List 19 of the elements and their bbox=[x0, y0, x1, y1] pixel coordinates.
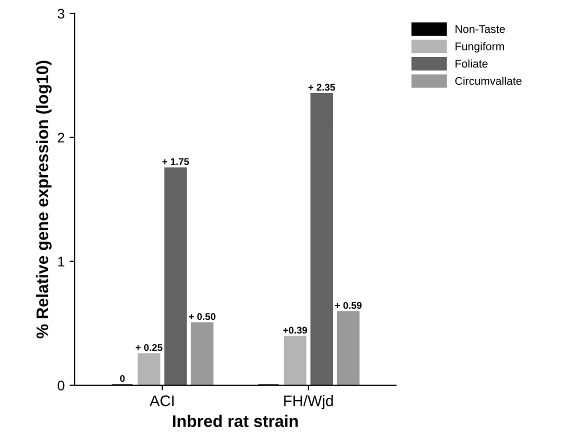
data-label: +0.39 bbox=[283, 326, 308, 334]
x-tick-label: FH/Wjd bbox=[284, 395, 333, 410]
y-tick-label: 2 bbox=[58, 132, 64, 142]
y-tick-label: 1 bbox=[58, 256, 64, 266]
x-axis-title: Inbred rat strain bbox=[173, 414, 298, 428]
legend-label: Fungiform bbox=[456, 42, 504, 52]
data-label: + 1.75 bbox=[162, 158, 189, 166]
legend-label: Foliate bbox=[456, 59, 488, 68]
data-label: 0 bbox=[120, 375, 125, 382]
data-label: + 0.50 bbox=[188, 313, 216, 320]
data-label: + 2.35 bbox=[308, 84, 336, 91]
legend-label: Non-Taste bbox=[456, 25, 505, 33]
legend-label: Circumvallate bbox=[455, 76, 522, 85]
x-tick-label: ACI bbox=[150, 395, 174, 406]
y-tick-label: 3 bbox=[58, 8, 64, 19]
y-axis-title: % Relative gene expression (log10) bbox=[36, 60, 52, 338]
data-label: + 0.25 bbox=[136, 344, 162, 351]
data-label: + 0.59 bbox=[335, 302, 362, 309]
y-tick-label: 0 bbox=[58, 380, 64, 390]
